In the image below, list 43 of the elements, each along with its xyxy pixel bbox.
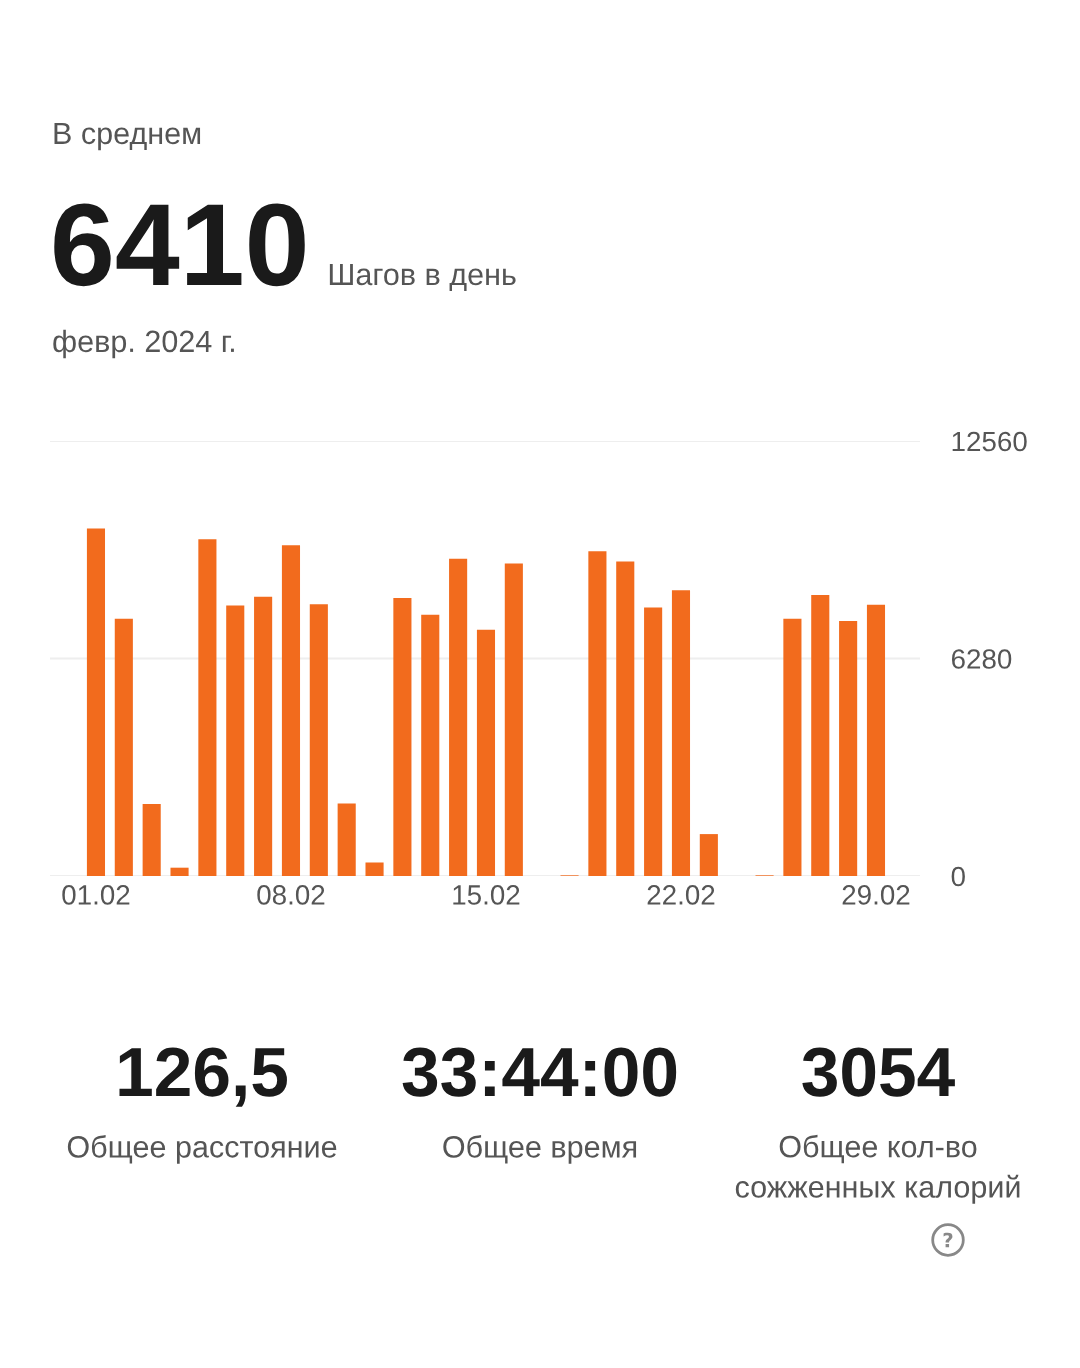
chart-title: В среднем xyxy=(54,122,201,151)
bar xyxy=(281,545,301,876)
bar xyxy=(254,596,273,876)
bar xyxy=(309,604,328,876)
text: Общее кол-во сожженных калорий xyxy=(735,1134,1020,1204)
x-tick-label: 01.02 xyxy=(62,885,130,905)
text: 126,5 xyxy=(119,1047,287,1107)
bar xyxy=(504,563,523,876)
bar xyxy=(449,558,468,876)
bar xyxy=(616,561,635,876)
bar xyxy=(783,618,802,876)
bar xyxy=(365,862,384,876)
bar xyxy=(671,590,691,876)
y-tick-label: 0 xyxy=(951,866,965,887)
bar xyxy=(226,605,245,876)
bar xyxy=(393,597,412,876)
bar xyxy=(86,528,106,876)
bar xyxy=(114,618,133,876)
bar xyxy=(644,607,663,876)
bar xyxy=(142,803,161,876)
bar xyxy=(421,614,440,876)
text: Общее расстояние xyxy=(67,1135,337,1164)
bar xyxy=(476,629,496,876)
bar xyxy=(588,551,607,876)
text: 6410 xyxy=(54,203,305,287)
text: 33:44:00 xyxy=(402,1047,677,1097)
bar xyxy=(811,595,830,876)
chart-subtitle: февр. 2024 г. xyxy=(53,329,234,359)
bar xyxy=(198,539,217,876)
bar xyxy=(337,803,356,876)
text: Шагов в день xyxy=(329,263,516,292)
x-tick-label: 15.02 xyxy=(453,885,520,905)
x-tick-label: 22.02 xyxy=(647,885,715,905)
bar xyxy=(839,621,858,876)
text: Общее время xyxy=(443,1135,637,1164)
x-tick-label: 29.02 xyxy=(842,885,910,905)
bar xyxy=(170,867,189,876)
y-tick-label: 12560 xyxy=(952,431,1027,452)
x-tick-label: 08.02 xyxy=(257,885,325,905)
bar xyxy=(866,604,886,876)
text: 3054 xyxy=(802,1047,955,1097)
bar xyxy=(699,834,718,876)
y-tick-label: 6280 xyxy=(951,649,1012,669)
